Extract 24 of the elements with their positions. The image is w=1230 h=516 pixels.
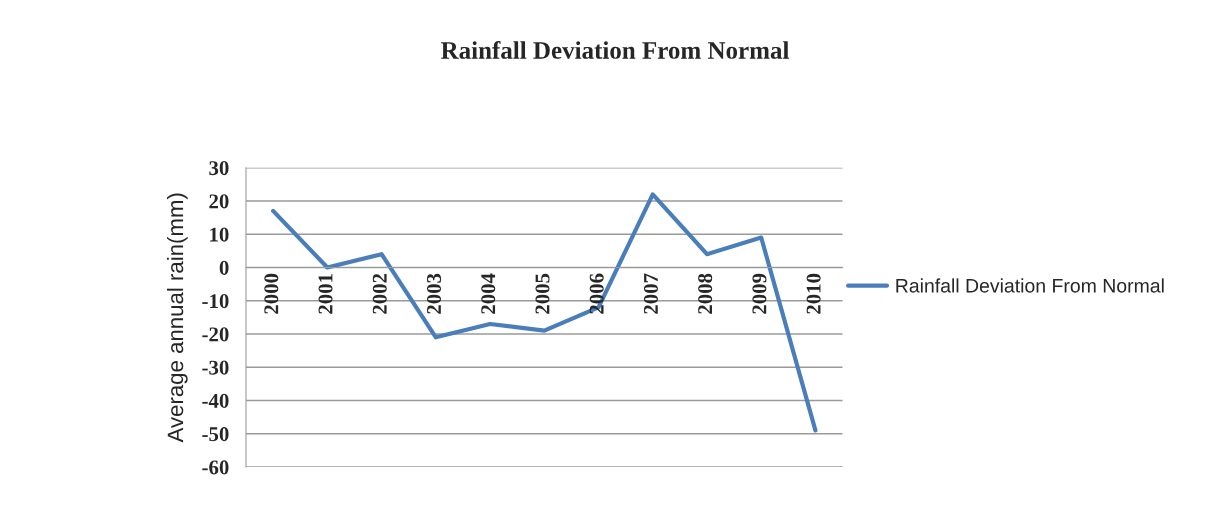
x-tick-label: 2007 xyxy=(643,273,658,314)
x-tick-label: 2001 xyxy=(318,274,333,314)
y-tick-label: -30 xyxy=(202,360,229,375)
y-tick-label: -20 xyxy=(202,327,229,342)
y-tick-label: -50 xyxy=(202,427,229,442)
y-tick-label: 30 xyxy=(209,161,229,176)
y-tick-label: -60 xyxy=(202,460,229,475)
x-tick-label: 2000 xyxy=(264,273,279,314)
y-tick-label: -10 xyxy=(202,294,229,309)
y-tick-label: -40 xyxy=(202,393,229,408)
x-tick-label: 2005 xyxy=(535,273,550,314)
x-tick-label: 2002 xyxy=(372,273,387,314)
y-tick-label: 10 xyxy=(210,227,229,242)
y-tick-label: 20 xyxy=(209,194,229,209)
y-tick-label: 0 xyxy=(219,260,229,275)
legend-label: Rainfall Deviation From Normal xyxy=(896,278,1164,293)
chart-title: Rainfall Deviation From Normal xyxy=(441,41,789,59)
x-tick-label: 2003 xyxy=(426,273,442,314)
x-tick-label: 2008 xyxy=(698,273,713,314)
x-tick-label: 2009 xyxy=(752,273,767,314)
x-tick-label: 2010 xyxy=(806,273,821,314)
x-tick-label: 2006 xyxy=(589,273,604,314)
x-tick-label: 2004 xyxy=(481,273,496,314)
y-axis-title: Average annual rain(mm) xyxy=(166,193,188,443)
